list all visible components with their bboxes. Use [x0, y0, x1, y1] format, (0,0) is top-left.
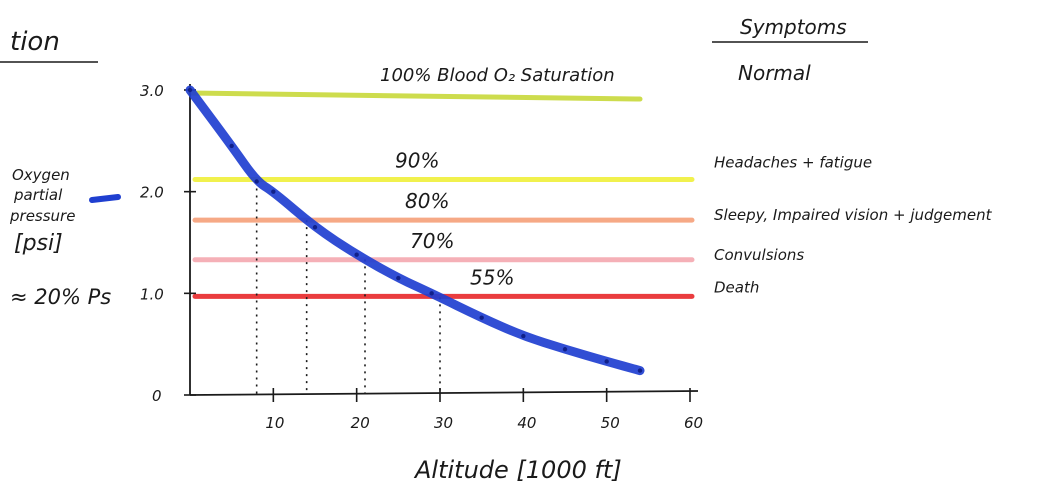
axes: 10 20 30 40 50 60 0 1.0 2.0 3.0	[140, 82, 703, 432]
y-axis-label-line-1: Oxygen	[12, 166, 70, 184]
y-tick-label-3: 2.0	[140, 184, 164, 202]
x-tick-label-6: 60	[684, 414, 703, 432]
series-line-oxygen-partial-pressure	[185, 85, 645, 376]
legend-swatch-curve	[89, 194, 121, 203]
symptom-label-3: Sleepy, Impaired vision + judgement	[714, 206, 993, 224]
drop-lines	[255, 181, 441, 395]
y-axis-label-line-4: [psi]	[14, 231, 63, 256]
series-point-9	[479, 315, 484, 320]
y-axis-label-line-2: partial	[13, 186, 63, 204]
symptom-label-4: Convulsions	[714, 246, 804, 264]
series-point-2	[229, 143, 234, 149]
symptom-label-2: Headaches + fatigue	[714, 153, 872, 171]
saturation-label-1: 100% Blood O₂ Saturation	[380, 65, 615, 86]
symptom-label-1: Normal	[738, 61, 811, 85]
saturation-label-2: 90%	[395, 148, 439, 172]
series-point-7	[396, 275, 401, 281]
saturation-label-4: 70%	[410, 229, 454, 253]
y-tick-label-4: 3.0	[140, 82, 164, 100]
x-tick-label-5: 50	[601, 414, 620, 432]
series-point-8	[429, 291, 434, 296]
symptom-label-5: Death	[714, 278, 759, 296]
x-tick-label-2: 20	[351, 414, 370, 432]
y-axis-label: Oxygen partial pressure [psi] ≈ 20% Ps	[9, 166, 111, 309]
series-point-10	[521, 333, 526, 339]
x-tick-label-4: 40	[517, 414, 536, 432]
series-point-3	[254, 179, 259, 184]
symptoms-title: Symptoms	[740, 15, 847, 39]
y-tick-label-2: 1.0	[140, 285, 164, 303]
saturation-line-1	[187, 90, 643, 102]
curve-layer	[185, 85, 645, 376]
y-axis-label-line-3: pressure	[9, 207, 75, 225]
series-point-11	[562, 347, 568, 352]
x-tick-label-1: 10	[265, 414, 284, 432]
series-point-5	[312, 225, 318, 230]
y-tick-label-1: 0	[152, 387, 162, 405]
x-axis-line	[189, 390, 699, 396]
header-title-fragment: tion	[10, 27, 60, 57]
series-point-1	[187, 87, 193, 93]
y-axis-label-note: ≈ 20% Ps	[10, 285, 111, 309]
symptoms-list: Normal Headaches + fatigue Sleepy, Impaire…	[714, 61, 993, 296]
x-axis-label: Altitude [1000 ft]	[413, 456, 622, 484]
saturation-label-3: 80%	[405, 189, 449, 213]
series-point-4	[271, 189, 276, 194]
series-point-12	[604, 359, 609, 364]
series-point-13	[637, 368, 643, 373]
series-point-6	[354, 252, 359, 257]
x-tick-label-3: 30	[434, 414, 453, 432]
saturation-levels: 100% Blood O₂ Saturation 90% 80% 70% 55%	[187, 65, 695, 299]
saturation-label-5: 55%	[470, 265, 514, 289]
